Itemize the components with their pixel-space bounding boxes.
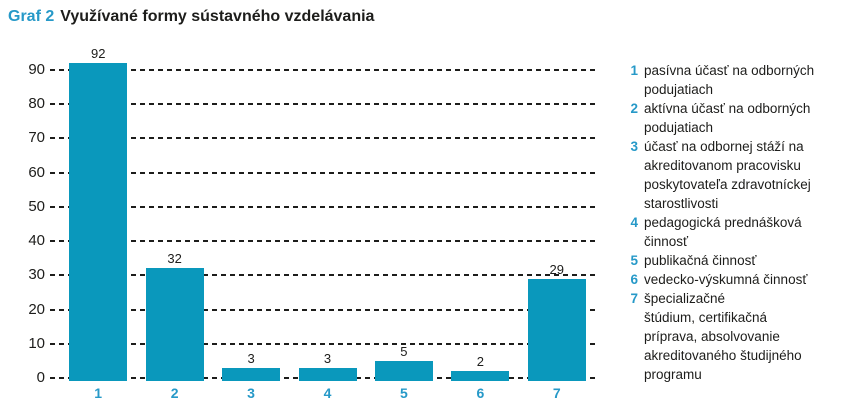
bar-2	[145, 268, 204, 381]
bar-value-label: 3	[247, 350, 255, 366]
y-tick-label: 10	[28, 334, 45, 352]
y-tick-label: 0	[36, 369, 45, 386]
chart-title-prefix: Graf 2	[8, 8, 55, 25]
legend-item-label: špecializačné štúdium, certifikačná príp…	[644, 291, 802, 382]
legend-item-number: 1	[630, 63, 638, 78]
bar-7	[527, 278, 586, 381]
bar-3	[222, 367, 281, 381]
bar-value-label: 32	[167, 251, 182, 267]
gridline	[50, 69, 595, 71]
bar-1	[69, 63, 128, 381]
x-tick-label: 2	[170, 385, 179, 401]
x-tick-label: 7	[552, 385, 561, 401]
bar-value-label: 29	[549, 261, 565, 277]
bar-value-label: 3	[323, 350, 332, 366]
gridline	[50, 274, 595, 277]
y-tick-label: 80	[28, 95, 45, 113]
x-tick-label: 6	[476, 385, 485, 401]
y-tick-label: 40	[28, 232, 45, 250]
bar-6	[451, 371, 510, 381]
x-tick-label: 1	[94, 385, 103, 401]
bar-chart: 0 10 20 30 40 50 60 70 80 90 92 1 32 2 3 3 3 4 5 5 2 6 29 7	[28, 46, 595, 401]
legend-item-label: publikačná činnosť	[644, 253, 757, 268]
legend-item-label: účasť na odbornej stáží na akreditovanom…	[644, 139, 811, 211]
gridline	[50, 103, 595, 106]
gridline	[50, 240, 595, 243]
y-tick-label: 70	[28, 129, 45, 147]
y-tick-label: 60	[28, 163, 45, 181]
legend-item-label: aktívna účasť na odborných podujatiach	[644, 101, 811, 135]
legend-item-number: 6	[630, 272, 638, 287]
legend-item-label: vedecko-výskumná činnosť	[644, 272, 808, 287]
y-tick-label: 50	[28, 197, 45, 215]
gridline	[50, 171, 595, 174]
bar-5	[374, 360, 433, 381]
x-tick-label: 4	[323, 385, 332, 401]
chart-legend: 1 pasívna účasť na odborných podujatiach…	[627, 61, 845, 384]
chart-title: Graf 2 Využívané formy sústavného vzdeláv…	[8, 8, 374, 26]
y-tick-label: 30	[28, 266, 45, 284]
x-tick-label: 3	[247, 385, 255, 401]
bar-value-label: 92	[90, 46, 106, 62]
legend-item: 4 pedagogická prednášková činnosť	[627, 213, 845, 251]
legend-item-number: 5	[630, 253, 638, 268]
gridline	[50, 137, 595, 140]
legend-item: 3 účasť na odbornej stáží na akreditovan…	[627, 137, 845, 213]
gridline	[50, 205, 595, 208]
legend-item-label: pedagogická prednášková činnosť	[644, 215, 802, 249]
legend-item-number: 7	[630, 291, 638, 306]
bar-value-label: 2	[476, 354, 484, 370]
legend-item-label: pasívna účasť na odborných podujatiach	[644, 63, 815, 97]
bar-value-label: 5	[400, 343, 408, 359]
legend-item: 5 publikačná činnosť	[627, 251, 845, 270]
y-tick-label: 90	[28, 61, 45, 78]
chart-title-text: Využívané formy sústavného vzdelávania	[60, 8, 375, 25]
legend-item-number: 3	[630, 139, 638, 154]
gridline	[50, 342, 595, 345]
y-tick-label: 20	[28, 300, 45, 318]
legend-item-number: 2	[630, 101, 638, 116]
legend-item: 7 špecializačné štúdium, certifikačná pr…	[627, 289, 845, 384]
legend-item-number: 4	[630, 215, 638, 230]
legend-item: 1 pasívna účasť na odborných podujatiach	[627, 61, 845, 99]
x-tick-label: 5	[400, 385, 408, 401]
legend-item: 2 aktívna účasť na odborných podujatiach	[627, 99, 845, 137]
bar-4	[298, 367, 357, 381]
gridline	[50, 308, 595, 311]
legend-item: 6 vedecko-výskumná činnosť	[627, 270, 845, 289]
